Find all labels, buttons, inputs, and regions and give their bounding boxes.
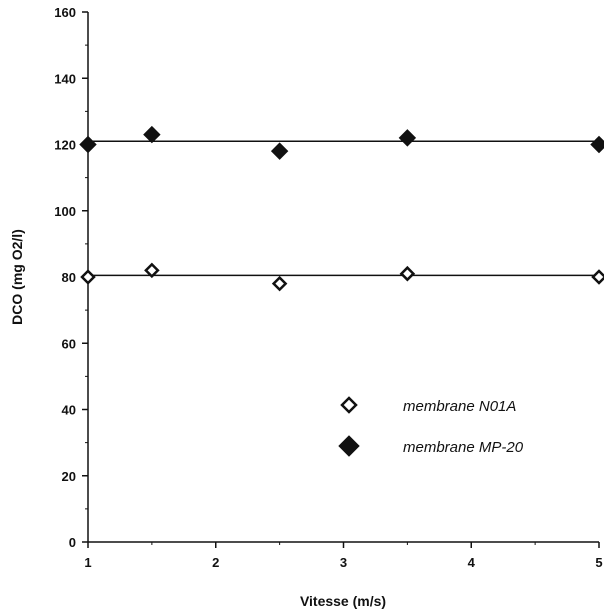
- legend: membrane N01A membrane MP-20: [338, 396, 524, 457]
- x-axis-title: Vitesse (m/s): [300, 593, 386, 609]
- data-point-series-1: [399, 265, 416, 282]
- y-tick-label: 0: [69, 535, 76, 550]
- data-point-series-1: [144, 262, 160, 279]
- fit-lines: [88, 140, 599, 277]
- markers: [79, 125, 604, 292]
- data-point-series-1: [591, 269, 604, 285]
- x-tick-label: 3: [340, 555, 347, 570]
- y-tick-label: 140: [54, 71, 76, 86]
- legend-marker-series-2: [338, 435, 360, 457]
- legend-label-series-1: membrane N01A: [403, 398, 516, 415]
- data-point-series-2: [398, 129, 417, 147]
- x-tick-label: 1: [84, 555, 91, 570]
- x-tick-label: 4: [468, 555, 476, 570]
- x-tick-label: 2: [212, 555, 219, 570]
- y-tick-label: 40: [62, 403, 76, 418]
- y-axis-title: DCO (mg O2/l): [9, 229, 25, 325]
- y-tick-label: 80: [62, 270, 76, 285]
- data-point-series-1: [80, 269, 96, 285]
- y-tick-label: 120: [54, 138, 76, 153]
- x-tick-label: 5: [595, 555, 602, 570]
- ticks: 0 20 40 60 80 100 120 140 160 1 2 3 4 5: [54, 5, 602, 570]
- axes: [87, 12, 599, 543]
- data-point-series-2: [590, 135, 604, 154]
- legend-marker-series-1: [340, 396, 358, 414]
- data-point-series-2: [79, 135, 97, 154]
- data-point-series-2: [270, 142, 289, 160]
- y-tick-label: 60: [62, 336, 76, 351]
- y-tick-label: 100: [54, 204, 76, 219]
- y-tick-label: 20: [62, 469, 76, 484]
- y-tick-label: 160: [54, 5, 76, 20]
- data-point-series-1: [271, 275, 288, 292]
- legend-label-series-2: membrane MP-20: [403, 439, 524, 456]
- data-point-series-2: [143, 125, 161, 144]
